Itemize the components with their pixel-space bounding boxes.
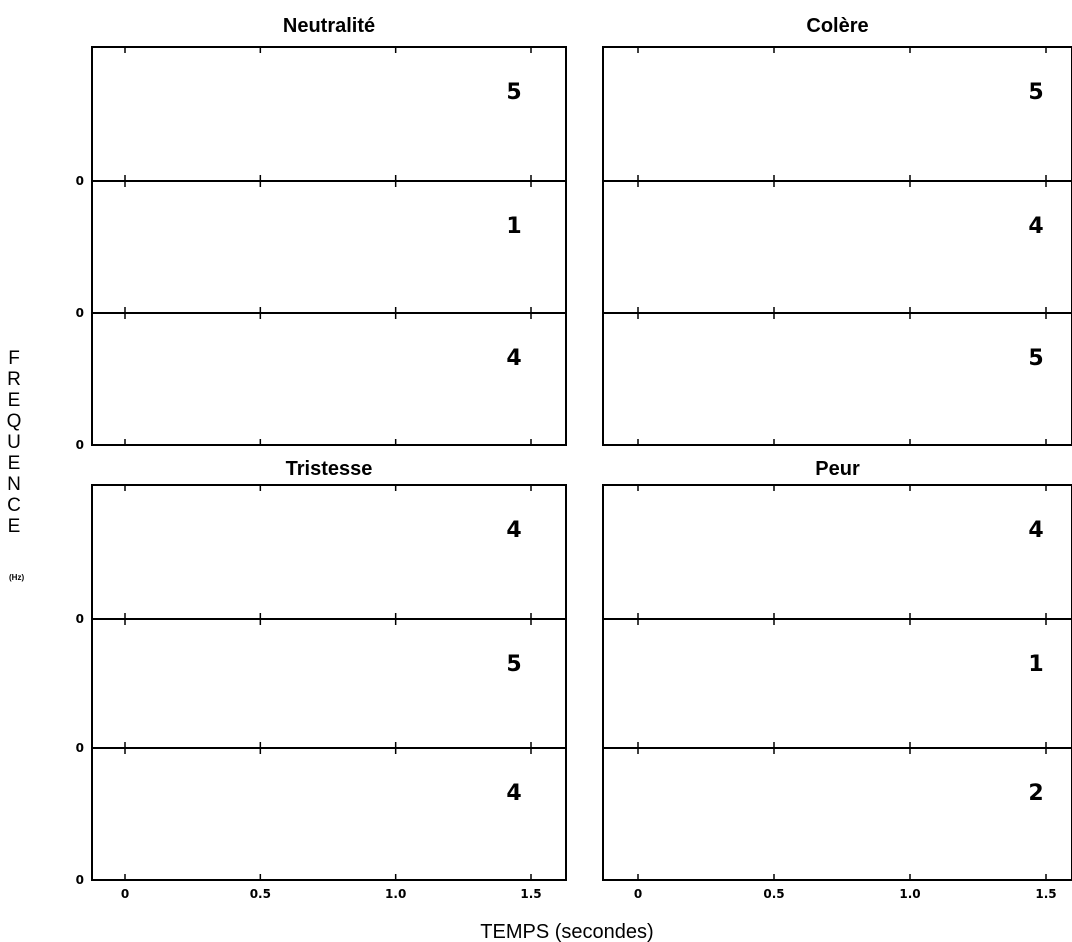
panel-title: Peur	[815, 458, 860, 480]
x-axis-label: TEMPS (secondes)	[480, 921, 653, 942]
y-axis-label-letter: U	[7, 432, 21, 453]
x-tick-label: 1.0	[899, 887, 920, 901]
panel-title: Tristesse	[286, 458, 373, 480]
y-axis-label-letter: Q	[7, 411, 22, 432]
y-axis-label-letter: N	[7, 474, 21, 495]
panel-title: Colère	[806, 15, 868, 37]
row-label: 4	[506, 346, 521, 371]
y-tick-label: 0	[76, 306, 84, 320]
y-axis-label-letter: C	[7, 495, 21, 516]
x-tick-label: 1.5	[520, 887, 541, 901]
y-axis-label-letter: E	[8, 516, 21, 537]
subplot-row-1: 5	[603, 47, 1072, 182]
row-label: 1	[506, 214, 521, 239]
subplot-row-1: 40030020010005	[76, 47, 566, 188]
x-tick-label: 1.5	[1035, 887, 1056, 901]
x-tick-label: 1.0	[385, 887, 406, 901]
panel-2: Colère 5 4 5	[602, 15, 1072, 446]
panel-1: Neutralité400300200100053002001000130020…	[76, 15, 567, 452]
subplot-row-3: 2	[603, 748, 1072, 881]
y-tick-label: 0	[76, 174, 84, 188]
panel-frame	[602, 46, 1072, 446]
row-label: 1	[1028, 652, 1043, 677]
y-axis-label-letter: R	[7, 369, 21, 390]
y-tick-label: 0	[76, 438, 84, 452]
y-tick-label: 0	[76, 741, 84, 755]
panel-frame	[602, 484, 1072, 881]
x-tick-label: 0.5	[763, 887, 784, 901]
y-axis-label-letter: E	[8, 390, 21, 411]
panel-title: Neutralité	[283, 15, 375, 37]
panel-3: Tristesse4003002001000430020010005300200…	[76, 458, 567, 901]
row-label: 2	[1028, 781, 1043, 806]
row-label: 5	[506, 80, 521, 105]
subplot-row-3: 5	[603, 313, 1072, 446]
subplot-row-2: 30020010005	[76, 619, 566, 755]
subplot-row-2: 1	[603, 619, 1072, 749]
subplot-row-3: 30020010004	[76, 313, 566, 452]
subplot-row-2: 4	[603, 181, 1072, 314]
row-label: 5	[1028, 346, 1043, 371]
y-tick-label: 0	[76, 612, 84, 626]
row-label: 4	[506, 781, 521, 806]
subplot-row-2: 30020010001	[76, 181, 566, 320]
y-tick-label: 0	[76, 873, 84, 887]
x-tick-label: 0	[121, 887, 129, 901]
panel-4: Peur 4 1 2 0 0.5 1.0 1.5	[602, 458, 1072, 901]
subplot-row-3: 30020010004	[76, 748, 566, 887]
y-axis-unit: (Hz)	[9, 573, 24, 582]
panel-frame	[91, 46, 567, 446]
row-label: 4	[506, 518, 521, 543]
x-tick-label: 0.5	[250, 887, 271, 901]
row-label: 4	[1028, 518, 1043, 543]
x-tick-label: 0	[634, 887, 642, 901]
panels-layer: Neutralité400300200100053002001000130020…	[76, 15, 1072, 901]
panel-frame	[91, 484, 567, 881]
y-axis-label-letter: F	[8, 348, 20, 369]
subplot-row-1: 40030020010004	[76, 485, 566, 626]
subplot-row-1: 4	[603, 485, 1072, 620]
y-axis-label-letter: E	[8, 453, 21, 474]
row-label: 5	[506, 652, 521, 677]
row-label: 5	[1028, 80, 1043, 105]
row-label: 4	[1028, 214, 1043, 239]
